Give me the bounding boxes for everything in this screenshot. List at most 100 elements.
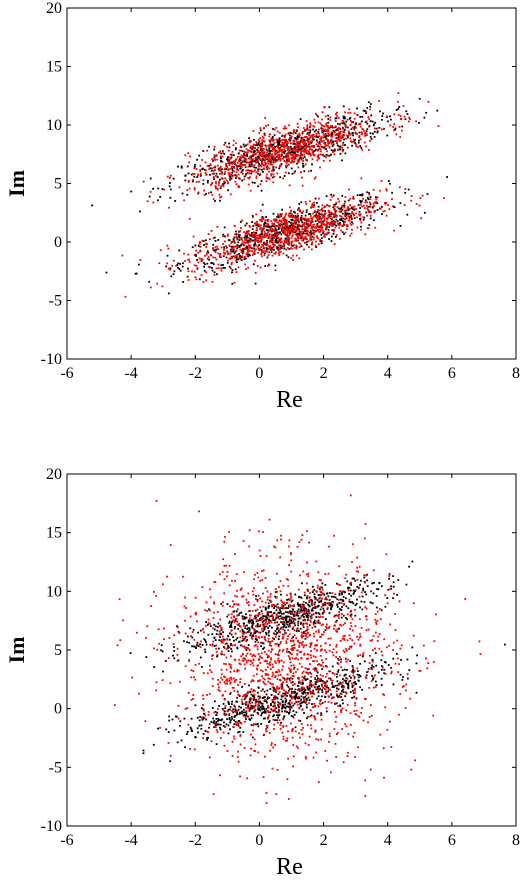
data-point — [268, 720, 271, 722]
data-point — [356, 133, 359, 135]
data-point — [351, 121, 353, 124]
data-point — [276, 159, 279, 162]
data-point — [250, 724, 253, 726]
data-point — [274, 595, 276, 598]
data-point — [289, 695, 292, 698]
data-point — [231, 255, 234, 258]
data-point — [376, 588, 378, 590]
data-point — [257, 240, 259, 242]
data-point — [317, 226, 319, 229]
data-point — [289, 708, 291, 711]
data-point — [355, 145, 358, 148]
data-point — [310, 169, 312, 172]
data-point — [341, 159, 343, 162]
data-point — [282, 692, 285, 695]
data-point — [250, 632, 252, 635]
data-points — [113, 494, 506, 804]
data-point — [333, 126, 335, 129]
data-point — [299, 236, 302, 239]
data-point — [311, 241, 314, 244]
data-point — [255, 232, 257, 234]
data-point — [311, 599, 313, 602]
data-point — [221, 183, 224, 186]
data-point — [325, 227, 328, 230]
data-point — [242, 731, 245, 733]
data-point — [279, 213, 282, 216]
data-point — [281, 135, 284, 138]
data-point — [344, 214, 346, 216]
data-point — [266, 653, 268, 656]
data-point — [259, 617, 261, 620]
data-point — [367, 628, 370, 631]
data-point — [298, 224, 301, 226]
data-point — [320, 594, 323, 596]
data-point — [259, 129, 262, 132]
data-point — [330, 211, 333, 214]
data-point — [315, 136, 318, 138]
data-point — [311, 608, 314, 611]
data-point — [278, 654, 280, 657]
data-point — [290, 224, 293, 227]
data-point — [289, 137, 291, 140]
data-point — [389, 587, 392, 590]
data-point — [343, 221, 345, 223]
data-point — [261, 142, 263, 144]
data-point — [303, 700, 306, 703]
data-point — [267, 640, 270, 643]
data-point — [245, 158, 248, 161]
data-point — [343, 204, 346, 207]
data-point — [235, 610, 238, 613]
data-point — [235, 244, 238, 247]
data-point — [294, 233, 297, 236]
data-point — [149, 177, 152, 180]
data-point — [292, 149, 294, 151]
y-axis-label: Im — [4, 170, 29, 197]
data-point — [259, 127, 262, 129]
data-point — [343, 233, 345, 235]
data-point — [376, 196, 379, 199]
data-point — [285, 145, 288, 147]
data-point — [220, 633, 223, 636]
data-point — [264, 265, 267, 267]
data-point — [337, 669, 340, 672]
data-point — [303, 142, 305, 145]
data-point — [292, 228, 295, 231]
data-point — [227, 253, 229, 255]
data-point — [319, 153, 322, 156]
data-point — [285, 154, 287, 157]
data-point — [253, 182, 256, 184]
data-point — [363, 129, 365, 132]
data-point — [223, 153, 226, 155]
data-point — [292, 226, 295, 229]
data-point — [358, 674, 361, 676]
data-point — [347, 682, 350, 685]
data-point — [265, 163, 267, 166]
data-point — [317, 215, 319, 218]
data-point — [227, 644, 229, 647]
data-point — [313, 118, 316, 121]
data-point — [269, 688, 272, 690]
data-point — [178, 268, 181, 270]
data-point — [247, 627, 249, 630]
data-point — [330, 679, 333, 682]
data-point — [316, 149, 319, 152]
data-point — [212, 717, 215, 720]
data-point — [272, 245, 275, 247]
data-point — [423, 211, 426, 214]
data-point — [317, 619, 320, 622]
data-point — [255, 238, 257, 241]
data-point — [215, 174, 217, 177]
data-point — [275, 251, 278, 254]
data-point — [186, 193, 189, 196]
data-point — [396, 594, 398, 596]
data-point — [274, 643, 277, 645]
data-point — [339, 214, 341, 217]
data-point — [294, 698, 297, 700]
data-point — [269, 619, 272, 622]
data-point — [297, 700, 300, 703]
data-point — [204, 730, 207, 732]
data-point — [314, 625, 317, 628]
data-point — [408, 565, 410, 568]
data-point — [303, 170, 306, 173]
